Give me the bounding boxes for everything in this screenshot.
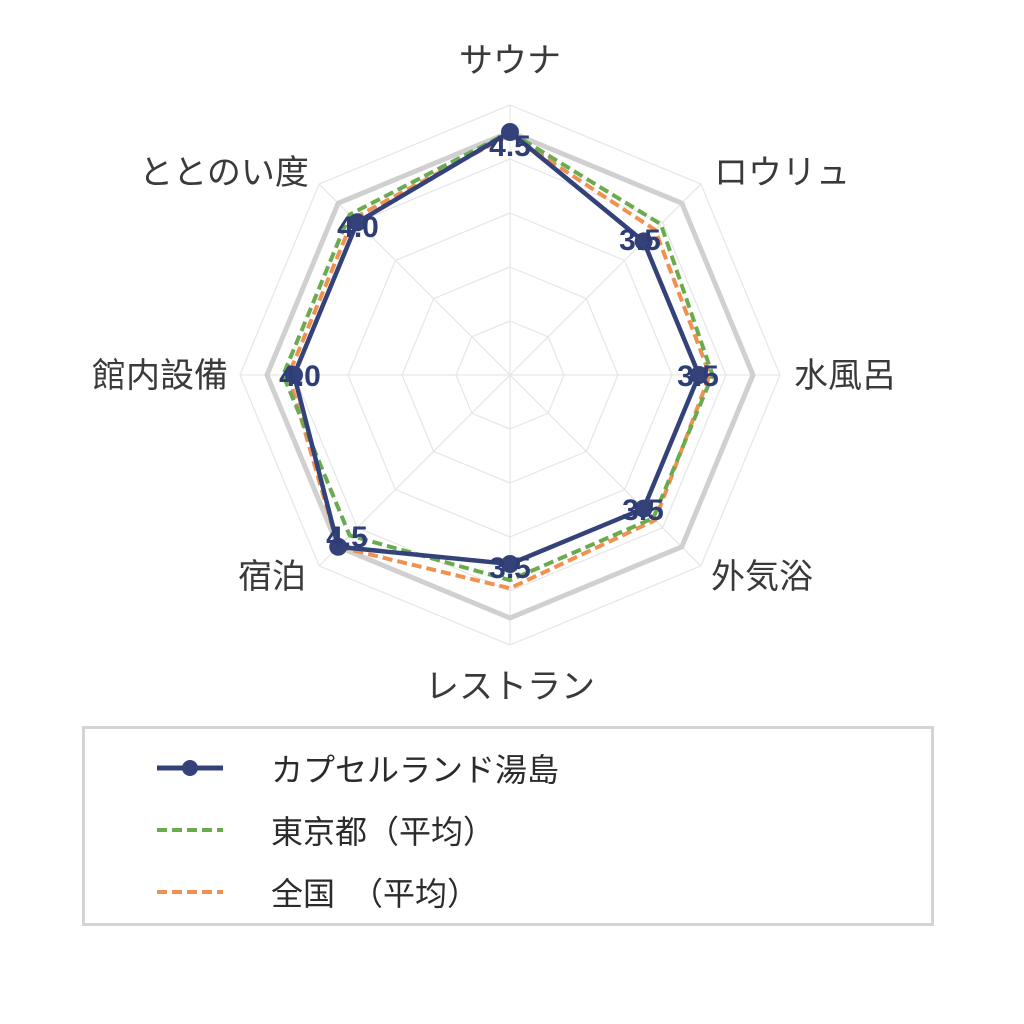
legend: カプセルランド湯島 東京都（平均） 全国 （平均） — [82, 726, 934, 926]
value-label-3: 3.5 — [622, 494, 664, 527]
legend-label-capsuleland: カプセルランド湯島 — [271, 751, 560, 789]
axis-label-0: サウナ — [459, 41, 561, 81]
value-label-4: 3.5 — [489, 552, 531, 585]
value-label-1: 3.5 — [619, 224, 661, 257]
series-point-5 — [329, 537, 348, 556]
value-label-2: 3.5 — [677, 360, 719, 393]
legend-item-capsuleland: カプセルランド湯島 — [155, 743, 559, 793]
grid-spoke-3 — [509, 374, 702, 567]
value-label-0: 4.5 — [489, 130, 531, 163]
value-label-5: 4.5 — [326, 521, 368, 554]
series-point-0 — [501, 123, 519, 141]
value-label-7: 4.0 — [337, 211, 379, 244]
axis-label-2: 水風呂 — [794, 356, 896, 396]
series-layer — [281, 123, 715, 591]
legend-marker-solid — [157, 760, 223, 776]
legend-marker-green-dashed — [157, 828, 223, 832]
series-point-4 — [501, 555, 519, 573]
axis-label-7: ととのい度 — [139, 153, 309, 193]
legend-marker-orange-dashed — [157, 890, 223, 894]
series-point-7 — [348, 213, 367, 232]
legend-label-tokyo-avg: 東京都（平均） — [271, 813, 496, 851]
value-labels: 4.5 3.5 3.5 3.5 3.5 4.5 4.0 4.0 — [279, 130, 719, 585]
series-point-1 — [634, 232, 653, 251]
axis-label-4: レストラン — [425, 667, 595, 707]
axis-label-6: 館内設備 — [92, 356, 228, 396]
value-label-6: 4.0 — [279, 360, 321, 393]
reference-ring — [264, 129, 756, 621]
legend-label-national-avg: 全国 （平均） — [271, 875, 480, 913]
grid-spoke-1 — [509, 183, 702, 376]
series-point-2 — [690, 366, 708, 384]
series-point-6 — [285, 366, 303, 384]
axis-label-3: 外気浴 — [711, 557, 813, 597]
reference-octagon — [264, 129, 756, 621]
series-line-2 — [286, 132, 712, 591]
legend-item-tokyo-avg: 東京都（平均） — [155, 805, 495, 855]
axis-label-5: 宿泊 — [238, 557, 306, 597]
axis-label-1: ロウリュ — [714, 153, 850, 193]
series-point-3 — [634, 499, 653, 518]
series-line-1 — [281, 130, 715, 583]
legend-item-national-avg: 全国 （平均） — [155, 867, 479, 917]
